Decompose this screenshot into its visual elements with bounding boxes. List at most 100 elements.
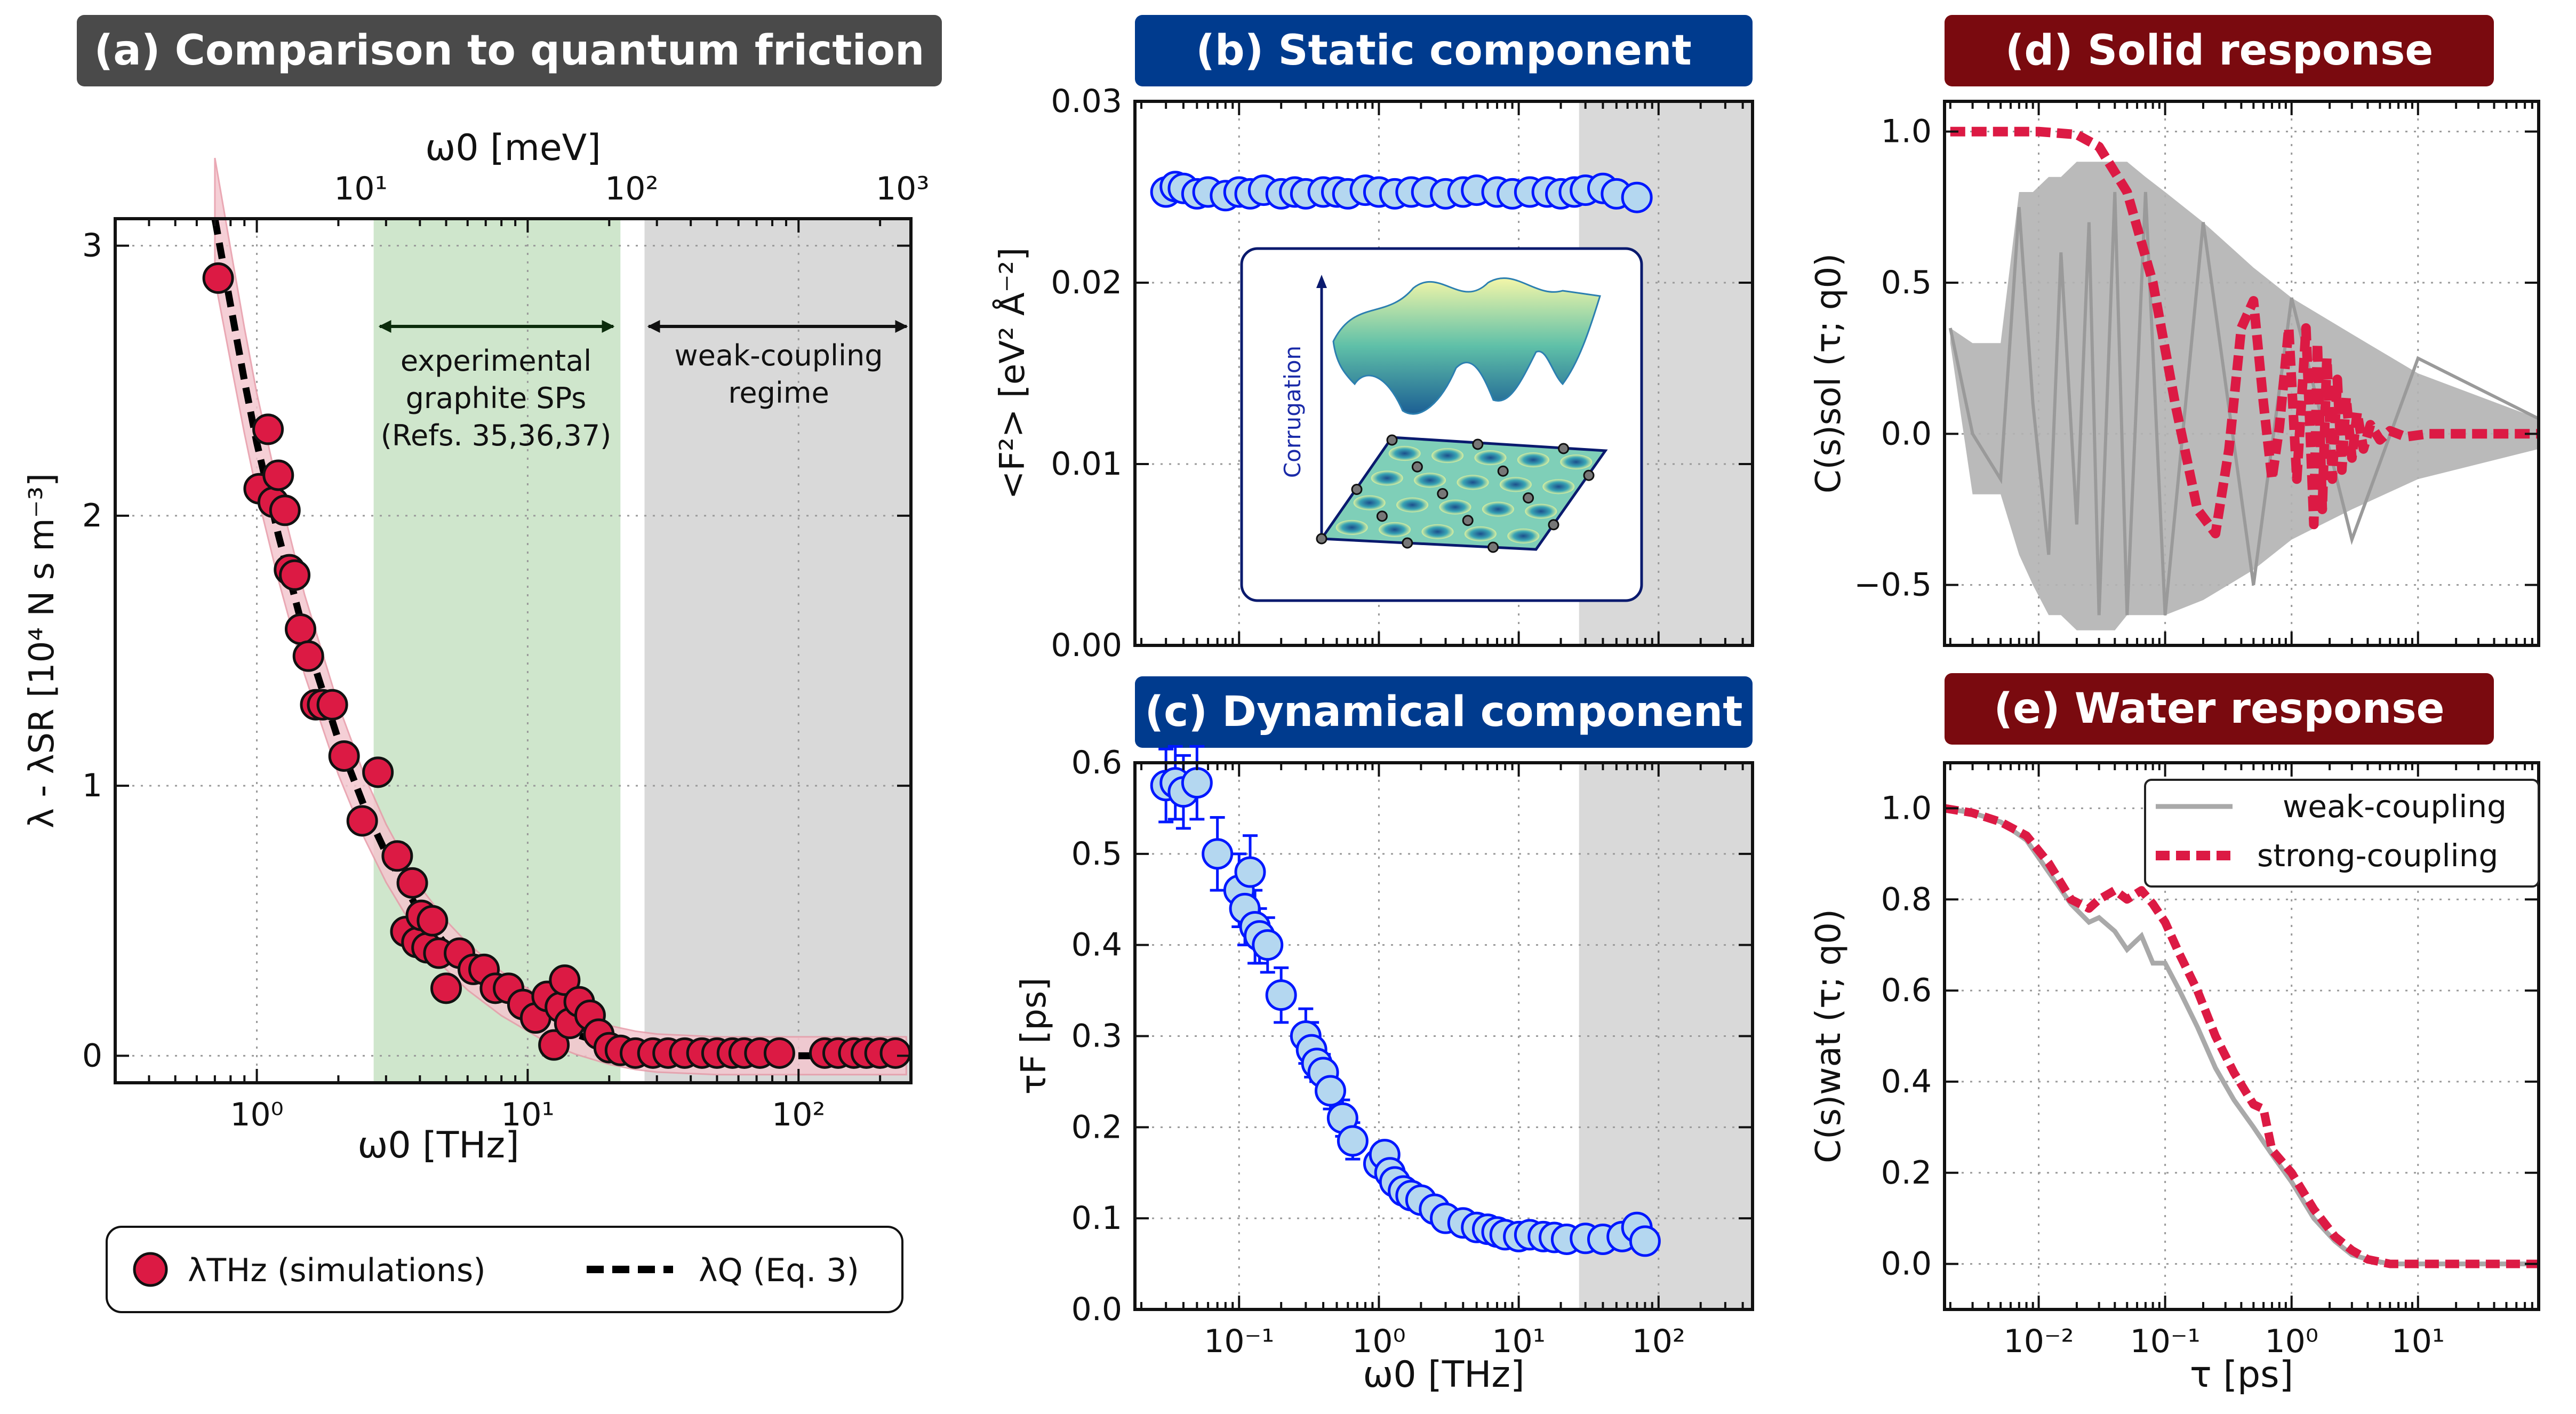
xtick-label-e: 10¹ [2391, 1323, 2445, 1360]
lattice-well [1439, 499, 1471, 515]
lattice-well [1507, 528, 1540, 544]
corrugation-inset: Corrugation [1240, 247, 1643, 602]
lattice-well [1457, 475, 1489, 490]
xtick-label-a: 10² [772, 1096, 825, 1133]
legend-a: λTHz (simulations) λQ (Eq. 3) [106, 1226, 903, 1313]
lattice-wells [1316, 434, 1595, 553]
lattice-well [1396, 497, 1429, 513]
data-point [269, 494, 301, 526]
lattice-atom [1583, 469, 1595, 481]
lattice-well [1353, 495, 1386, 510]
ytick-label-c: 0.0 [1071, 1291, 1122, 1328]
data-point [1181, 767, 1213, 799]
ytick-label-c: 0.4 [1071, 926, 1122, 964]
axes-frame-e [1943, 761, 2540, 1311]
lattice-well [1517, 452, 1549, 468]
region-weak-coupling [644, 219, 911, 1083]
data-point [1265, 979, 1297, 1011]
inset-axis-arrow [1316, 275, 1327, 288]
lattice-atom [1411, 461, 1423, 473]
ytick-label-c: 0.5 [1071, 835, 1122, 873]
ytick-label-b: 0.01 [1051, 445, 1122, 483]
data-point [292, 640, 324, 672]
ytick-label-e: 0.4 [1881, 1063, 1932, 1100]
xtick-label-e: 10⁰ [2265, 1323, 2318, 1360]
legend-e-label-2: strong-coupling [2257, 837, 2498, 874]
data-point [763, 1037, 795, 1069]
lattice-well [1431, 448, 1464, 464]
axes-frame-d [1943, 100, 2540, 647]
legend-a-label-1: λTHz (simulations) [188, 1252, 486, 1289]
lattice-atom [1376, 510, 1388, 522]
lattice-well [1371, 470, 1403, 486]
data-point [252, 413, 284, 445]
data-point [262, 459, 294, 491]
data-point [1315, 1075, 1347, 1107]
data-point [1337, 1125, 1369, 1157]
xtick-label-e: 10⁻¹ [2130, 1323, 2201, 1360]
xtick-label-a: 10¹ [501, 1096, 554, 1133]
c-xlabel: ω0 [THz] [1363, 1354, 1524, 1396]
legend-a-frame [106, 1226, 903, 1313]
data-point [328, 740, 360, 772]
xtick-label-c: 10⁰ [1352, 1323, 1405, 1360]
data-point [279, 559, 311, 591]
region2-line2: regime [728, 376, 829, 410]
lattice-well [1560, 454, 1593, 470]
lattice-atom [1558, 443, 1570, 454]
data-point [1234, 856, 1266, 888]
ytick-label-b: 0.02 [1051, 264, 1122, 301]
lattice-atom [1351, 484, 1363, 495]
ytick-label-e: 1.0 [1881, 789, 1932, 827]
lattice-well [1379, 522, 1411, 537]
lattice-well [1464, 526, 1497, 541]
ytick-label-c: 0.1 [1071, 1200, 1122, 1237]
lattice-atom [1497, 465, 1509, 477]
e-xlabel: τ [ps] [2190, 1354, 2293, 1396]
ytick-label-e: 0.8 [1881, 881, 1932, 918]
inset-axis-label: Corrugation [1279, 346, 1306, 478]
ytick-label-e: 0.0 [1881, 1245, 1932, 1283]
ytick-label-a: 3 [82, 227, 102, 265]
lattice-atom [1487, 541, 1499, 553]
region1-line2: graphite SPs [406, 381, 587, 415]
ytick-label-b: 0.00 [1051, 627, 1122, 664]
lattice-well [1421, 524, 1454, 539]
axes-frame-b [1133, 100, 1754, 647]
legend-e-frame [2144, 779, 2540, 888]
xtick-label-c: 10² [1632, 1323, 1685, 1360]
lattice-atom [1402, 537, 1413, 549]
lattice-well [1474, 450, 1507, 466]
data-point [396, 867, 428, 899]
region1-line3: (Refs. 35,36,37) [381, 419, 611, 452]
data-point [549, 964, 581, 996]
data-point [879, 1037, 911, 1069]
lattice-well [1388, 446, 1421, 461]
corrugation-surface [1332, 277, 1601, 415]
ytick-label-c: 0.6 [1071, 744, 1122, 781]
ytick-label-d: 0.5 [1881, 264, 1932, 301]
lattice-well [1414, 473, 1446, 488]
xtick-label-a: 10⁰ [230, 1096, 283, 1133]
data-point [346, 805, 378, 837]
data-point [430, 972, 462, 1004]
top-tick-label: 10³ [876, 170, 929, 207]
ytick-label-c: 0.2 [1071, 1108, 1122, 1146]
axes-frame-c [1133, 761, 1754, 1311]
lattice-well [1482, 501, 1514, 517]
lattice-atom [1462, 515, 1474, 526]
data-point [284, 613, 316, 645]
ytick-label-c: 0.3 [1071, 1018, 1122, 1055]
legend-e: weak-coupling strong-coupling [2144, 779, 2540, 888]
ytick-label-e: 0.6 [1881, 972, 1932, 1009]
legend-a-label-2: λQ (Eq. 3) [699, 1252, 859, 1289]
data-point [202, 262, 234, 294]
lattice-atom [1386, 434, 1398, 446]
ytick-label-d: −0.5 [1854, 566, 1932, 604]
strong-coupling-line [1950, 126, 2539, 539]
data-point [1621, 181, 1653, 213]
ytick-label-a: 1 [82, 767, 102, 804]
lattice-well [1335, 520, 1368, 535]
legend-a-marker [133, 1252, 168, 1287]
